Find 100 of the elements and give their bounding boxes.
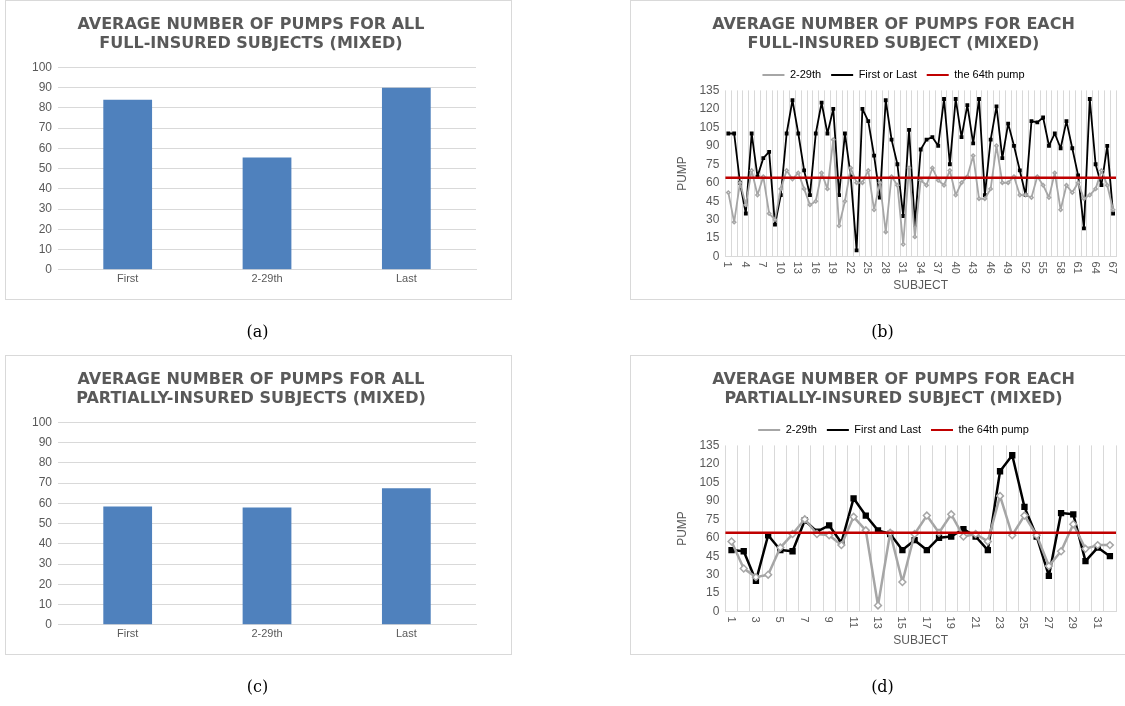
y-tick-label: 90 xyxy=(38,434,53,449)
chart-title: AVERAGE NUMBER OF PUMPS FOR ALL FULL-INSURED SUBJECTS (MIXED) xyxy=(77,13,425,52)
y-tick-label: 75 xyxy=(706,511,720,526)
y-tick-label: 0 xyxy=(712,603,720,618)
text: (d) xyxy=(870,677,895,696)
y-tick-label: 60 xyxy=(38,495,53,510)
x-tick-label: 11 xyxy=(847,616,860,629)
x-tick-label: 13 xyxy=(871,616,884,629)
x-tick-label: 34 xyxy=(914,261,927,274)
y-tick-label: 45 xyxy=(706,193,720,208)
y-axis-title: PUMP xyxy=(674,511,689,546)
x-tick-label: 43 xyxy=(967,261,980,274)
y-tick-label: 105 xyxy=(699,474,720,489)
x-tick-label: 58 xyxy=(1054,261,1067,274)
y-tick-label: 30 xyxy=(38,201,53,216)
x-tick-label: 25 xyxy=(1018,616,1031,629)
x-axis-title: SUBJECT xyxy=(893,633,949,648)
x-tick-label: 49 xyxy=(1002,261,1015,274)
y-tick-label: 105 xyxy=(699,119,720,134)
x-tick-label: First xyxy=(116,627,139,640)
y-tick-label: 50 xyxy=(38,515,53,530)
x-tick-label: First xyxy=(116,272,139,285)
legend-label: 2-29th xyxy=(789,67,822,80)
y-tick-label: 0 xyxy=(712,248,720,263)
legend-label: the 64th pump xyxy=(954,67,1025,80)
x-tick-label: 46 xyxy=(984,261,997,274)
y-tick-label: 70 xyxy=(38,475,53,490)
x-tick-label: 17 xyxy=(920,616,933,629)
y-tick-label: 60 xyxy=(38,140,53,155)
x-tick-label: 15 xyxy=(896,616,909,629)
y-tick-label: 75 xyxy=(706,156,720,171)
y-tick-label: 135 xyxy=(699,437,720,452)
y-tick-label: 20 xyxy=(38,576,53,591)
x-tick-label: 19 xyxy=(827,261,840,274)
x-tick-label: 1 xyxy=(722,261,735,268)
y-tick-label: 30 xyxy=(706,211,720,226)
x-tick-label: 2-29th xyxy=(251,627,283,640)
x-axis-title: SUBJECT xyxy=(893,278,949,293)
y-tick-label: 10 xyxy=(38,241,53,256)
y-tick-label: 60 xyxy=(706,530,720,545)
x-tick-label: 16 xyxy=(809,261,822,274)
x-tick-label: 5 xyxy=(774,616,787,623)
y-tick-label: 30 xyxy=(38,556,53,571)
x-tick-label: 10 xyxy=(774,261,787,274)
y-tick-label: 90 xyxy=(706,138,720,153)
y-axis-title: PUMP xyxy=(674,156,689,191)
y-tick-label: 40 xyxy=(38,181,53,196)
x-tick-label: 61 xyxy=(1072,261,1085,274)
legend-label: 2-29th xyxy=(785,422,817,435)
legend-label: the 64th pump xyxy=(958,422,1029,435)
y-tick-label: 60 xyxy=(706,175,720,190)
y-tick-label: 50 xyxy=(38,160,53,175)
y-tick-label: 0 xyxy=(45,617,53,632)
y-tick-label: 15 xyxy=(706,230,720,245)
y-tick-label: 20 xyxy=(38,221,53,236)
x-tick-label: 2-29th xyxy=(251,272,283,285)
x-tick-label: Last xyxy=(395,272,417,285)
x-tick-label: 31 xyxy=(1091,616,1104,629)
x-tick-label: 25 xyxy=(862,261,875,274)
y-tick-label: 70 xyxy=(38,120,53,135)
x-tick-label: 7 xyxy=(757,261,770,268)
y-tick-label: 120 xyxy=(699,101,720,116)
chart-title: AVERAGE NUMBER OF PUMPS FOR ALL PARTIALLY-INSURED SUBJECTS (MIXED) xyxy=(76,368,426,407)
x-tick-label: 9 xyxy=(823,616,836,623)
x-tick-label: 55 xyxy=(1037,261,1050,274)
y-tick-label: 135 xyxy=(699,82,720,97)
y-tick-label: 80 xyxy=(38,100,53,115)
x-tick-label: 40 xyxy=(949,261,962,274)
x-tick-label: 64 xyxy=(1089,261,1102,274)
text: (b) xyxy=(870,322,895,341)
x-tick-label: 4 xyxy=(739,261,752,268)
legend-label: First and Last xyxy=(854,422,921,435)
x-tick-label: Last xyxy=(395,627,417,640)
y-tick-label: 90 xyxy=(706,493,720,508)
x-tick-label: 29 xyxy=(1067,616,1080,629)
y-tick-label: 90 xyxy=(38,79,53,94)
x-tick-label: 23 xyxy=(994,616,1007,629)
y-tick-label: 15 xyxy=(706,585,720,600)
y-tick-label: 45 xyxy=(706,548,720,563)
y-tick-label: 40 xyxy=(38,536,53,551)
chart-title: AVERAGE NUMBER OF PUMPS FOR EACH PARTIALLY-INSURED SUBJECT (MIXED) xyxy=(712,368,1075,407)
x-tick-label: 13 xyxy=(792,261,805,274)
y-tick-label: 0 xyxy=(45,262,53,277)
x-tick-label: 21 xyxy=(969,616,982,629)
y-tick-label: 120 xyxy=(699,456,720,471)
x-tick-label: 67 xyxy=(1107,261,1120,274)
x-tick-label: 3 xyxy=(749,616,762,623)
x-tick-label: 27 xyxy=(1042,616,1055,629)
x-tick-label: 7 xyxy=(798,616,811,623)
x-tick-label: 1 xyxy=(725,616,738,623)
legend-label: First or Last xyxy=(858,67,917,80)
text: (a) xyxy=(245,322,270,341)
chart-title: AVERAGE NUMBER OF PUMPS FOR EACH FULL-INSURED SUBJECT (MIXED) xyxy=(712,13,1075,52)
x-tick-label: 28 xyxy=(879,261,892,274)
x-tick-label: 22 xyxy=(844,261,857,274)
y-tick-label: 80 xyxy=(38,455,53,470)
y-tick-label: 30 xyxy=(706,566,720,581)
y-tick-label: 100 xyxy=(31,414,53,429)
text: (c) xyxy=(245,677,270,696)
x-tick-label: 52 xyxy=(1019,261,1032,274)
